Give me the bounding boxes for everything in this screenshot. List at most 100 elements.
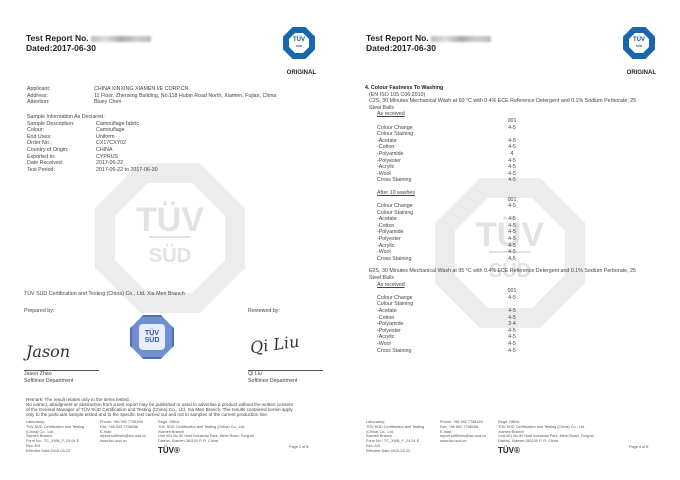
result-grade: 4-5 <box>508 308 516 314</box>
info-row: Country of Origin: CHINA <box>27 147 158 154</box>
footer-line: Effective Date:2015-03-23 <box>26 448 71 453</box>
result-grade <box>497 301 527 308</box>
result-grade: 4-5 <box>508 249 516 256</box>
footer-line: Phone: +86 592 7758169 <box>440 420 483 424</box>
result-grade: 4 <box>510 150 514 157</box>
result-block-title: As received <box>377 111 405 118</box>
result-row: -Polyester 4-5 <box>377 328 636 335</box>
result-row: Colour Staining <box>377 210 636 217</box>
result-label: Colour Staining <box>377 209 414 216</box>
sample-id-row: 001 <box>377 288 636 295</box>
c2s-method: C2S, 30 Minutes Mechanical Wash at 60 °C… <box>369 98 637 105</box>
result-label: Cross Staining <box>377 255 412 262</box>
result-row: -Cotton 4-5 <box>377 144 636 151</box>
footer-line: Laboratory: <box>26 420 46 424</box>
result-row: Colour Change 4-5 <box>377 295 636 302</box>
sample-id: 001 <box>507 288 517 295</box>
result-row: -Polyamide 3-4 <box>377 321 636 328</box>
c2s-method-cont: Steel Balls <box>369 104 395 111</box>
info-label: Applicant: <box>27 86 51 92</box>
footer-line: Rev. A/0 <box>366 443 381 448</box>
e2s-method: E2S, 30 Minutes Mechanical Wash at 95 °C… <box>369 268 636 275</box>
applicant-info: Applicant: CHINA XINXING XIAMEN I/E CORP.… <box>27 86 276 106</box>
washing-section: 4. Colour Fastness To Washing (EN ISO 10… <box>365 85 636 354</box>
footer-line: Effective Date:2015-03-23 <box>366 448 411 453</box>
sample-info: Sample Information As Declared : Sample … <box>27 114 158 173</box>
prepared-by-label: Prepared by: <box>24 308 55 314</box>
result-row: Cross Staining 4-5 <box>377 177 636 184</box>
report-header: Test Report No. Dated:2017-06-30 <box>366 33 492 53</box>
footer-line: Rev. A/0 <box>26 443 41 448</box>
info-label: Colour: <box>27 127 45 134</box>
info-label: Attention: <box>27 99 50 106</box>
preparer: Jason Zhao Softlines Department <box>24 371 74 384</box>
info-value: 11 Floor, Zhenxing Building, No.118 Hubi… <box>94 92 277 99</box>
info-row: Order No.: CX17CXY02 <box>27 140 158 147</box>
result-row: -Acrylic 4-5 <box>377 164 636 171</box>
signature-line <box>24 370 99 371</box>
footer-line: Form No.: TC_XMN_F_24.04 E <box>366 439 420 444</box>
result-row: -Acrylic 4-5 <box>377 334 636 341</box>
result-grade: 4-5 <box>508 137 516 144</box>
remark-line: No extract, abridgment or abstraction fr… <box>26 402 293 407</box>
result-grade: 4-5 <box>508 294 516 301</box>
spacer <box>377 118 497 125</box>
original-label: ORIGINAL <box>286 70 316 76</box>
info-label: Sample Description: <box>27 120 75 127</box>
result-label: -Acrylic <box>377 164 395 171</box>
result-row: Colour Change 4-5 <box>377 203 636 210</box>
footer-contact: Phone: +86 592 7758169 Fax: +86 592 77982… <box>100 420 146 444</box>
report-page-1: Test Report No. Dated:2017-06-30 TÜV SÜD … <box>24 27 323 455</box>
sample-id: 001 <box>507 196 517 203</box>
original-label: ORIGINAL <box>626 70 656 76</box>
result-label: Colour Change <box>377 203 413 210</box>
sample-heading: Sample Information As Declared : <box>27 114 106 120</box>
result-label: -Wool <box>377 170 391 177</box>
redacted-report-number <box>91 35 152 42</box>
page-number: Page 4 of 8 <box>629 445 649 449</box>
footer-laboratory: Laboratory: TÜV SÜD Certification and Tes… <box>366 420 424 454</box>
result-grade: 4-5 <box>508 347 516 354</box>
remark: Remark: The result relates only to the i… <box>26 397 293 417</box>
footer-line: Xiamen Branch <box>26 434 52 439</box>
signature-qi-liu: Qi Liu <box>248 331 301 358</box>
info-label: Country of Origin: <box>27 146 69 153</box>
result-grade: 3-4 <box>508 321 516 328</box>
result-row: Colour Staining <box>377 131 636 138</box>
result-label: Cross Staining <box>377 347 412 354</box>
footer-line: www.tuv-sud.cn <box>440 439 467 444</box>
info-row: Date Received: 2017-06-22 <box>27 160 158 167</box>
result-row: -Cotton 4-5 <box>377 223 636 230</box>
info-label: Date Received: <box>27 160 64 167</box>
result-grade: 4-5 <box>508 229 516 236</box>
result-grade: 4-5 <box>508 236 516 243</box>
result-label: -Cotton <box>377 222 395 229</box>
footer-contact: Phone: +86 592 7758169 Fax: +86 592 77982… <box>440 420 486 444</box>
info-value: CHINA XINXING XIAMEN I/E CORP.CN <box>94 86 189 92</box>
result-grade <box>497 131 527 138</box>
footer-line: Unit 401 No.50 Hubi Industrial Park, Mei… <box>158 434 254 439</box>
remark-line: only to the particular sample tested and… <box>26 412 269 417</box>
result-block-title: After 10 washes <box>377 189 415 196</box>
result-row: -Cotton 4-5 <box>377 315 636 322</box>
tuv-watermark: TÜV SÜD <box>435 178 585 328</box>
info-value: 2017-06-22 to 2017-06-30 <box>96 166 158 173</box>
result-grade: 4-5 <box>508 157 516 164</box>
result-label: -Cotton <box>377 314 395 321</box>
info-value: Bluey Chen <box>94 99 122 106</box>
result-row: Cross Staining 4-5 <box>377 348 636 355</box>
report-number-label: Test Report No. <box>366 33 429 43</box>
reviewed-by-label: Reviewed by: <box>248 308 280 314</box>
report-number-label: Test Report No. <box>26 33 89 43</box>
result-row: -Wool 4-5 <box>377 249 636 256</box>
result-grade: 4-5 <box>508 144 516 151</box>
test-standard: (EN ISO 105 C06:2010) <box>369 91 426 98</box>
result-block-title: As received <box>377 281 405 288</box>
info-value: Uniform <box>96 133 115 140</box>
report-page-4: Test Report No. Dated:2017-06-30 TÜV SÜD … <box>340 0 680 480</box>
result-label: -Acetate <box>377 308 397 314</box>
result-label: -Polyester <box>377 236 401 243</box>
page-number: Page 1 of 8 <box>289 445 309 449</box>
footer-line: www.tuv-sud.cn <box>100 439 127 444</box>
result-label: -Polyamide <box>377 150 404 157</box>
